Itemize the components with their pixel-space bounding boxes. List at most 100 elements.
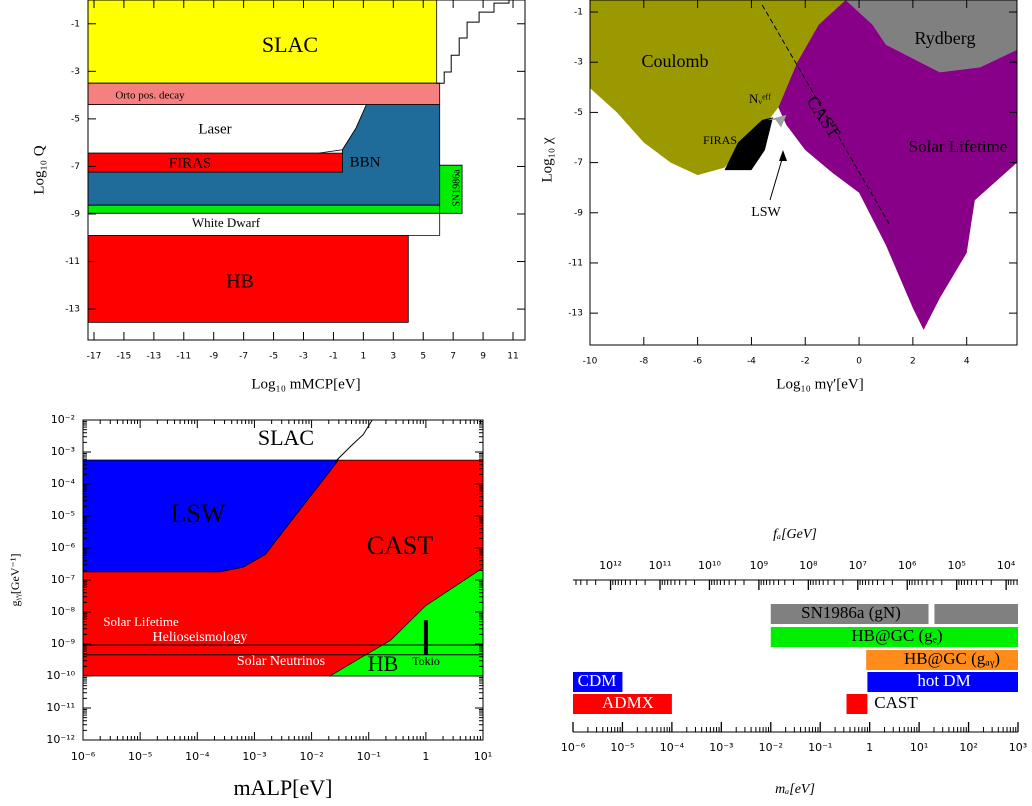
line <box>334 419 373 463</box>
region-label: White Dwarf <box>192 215 261 230</box>
x-tick-label: 10⁻³ <box>242 750 266 763</box>
x-axis-label: Log₁₀ mMCP[eV] <box>251 376 360 392</box>
x2-tick-label: 10⁹ <box>750 559 768 572</box>
region-label: CDM <box>578 671 617 690</box>
region <box>87 152 343 173</box>
region-label: SN1986a (gN) <box>801 603 901 622</box>
x2-tick-label: 10¹¹ <box>649 559 672 572</box>
x-tick-label: 3 <box>390 352 396 362</box>
y-tick-label: -11 <box>568 258 583 268</box>
range-bar <box>770 627 1018 647</box>
x-tick-label: 10¹ <box>910 741 928 754</box>
x-tick-label: 10² <box>959 741 977 754</box>
region-label: Orto pos. decay <box>115 90 185 102</box>
x-tick-label: 5 <box>420 352 426 362</box>
region-label: BBN <box>350 154 381 170</box>
lsw-arrow <box>769 150 787 201</box>
x-axis-label: Log₁₀ mγ′[eV] <box>776 376 863 392</box>
x2-axis-label: fₐ[GeV] <box>773 527 817 542</box>
x-axis-label: mALP[eV] <box>234 775 333 800</box>
region <box>724 117 773 171</box>
x-axis-label: mₐ[eV] <box>775 782 815 797</box>
region-label: ADMX <box>602 693 654 712</box>
x-tick-label: 10⁻² <box>299 750 323 763</box>
region-label: Laser <box>198 121 231 137</box>
region-label: FIRAS <box>169 155 212 171</box>
range-bar <box>573 672 623 692</box>
range-bar <box>866 650 1018 670</box>
y-tick-label: -3 <box>71 67 80 77</box>
region <box>439 164 463 214</box>
x-tick-label: -1 <box>329 352 338 362</box>
region <box>767 114 787 128</box>
y-tick-label: 10⁻² <box>51 413 75 426</box>
x-tick-label: 10⁻⁴ <box>185 750 210 763</box>
x-tick-label: 10⁻⁴ <box>660 741 685 754</box>
x-tick-label: 10⁻² <box>759 741 783 754</box>
y-tick-label: 10⁻⁵ <box>51 509 75 522</box>
x2-tick-label: 10¹² <box>599 559 622 572</box>
region <box>87 204 441 214</box>
x-tick-label: -10 <box>583 357 598 367</box>
y-tick-label: 10⁻⁷ <box>51 573 75 586</box>
x-tick-label: -2 <box>801 357 810 367</box>
region <box>845 0 1017 73</box>
region-label: CAST <box>874 693 918 712</box>
x-tick-label: 10⁻³ <box>709 741 733 754</box>
x-tick-label: 4 <box>964 357 970 367</box>
y-tick-label: 10⁻¹² <box>46 733 75 746</box>
y-tick-label: -9 <box>71 209 80 219</box>
range-bar <box>846 694 868 714</box>
region-label: SLAC <box>258 425 314 450</box>
region-label: Tokio <box>412 654 440 668</box>
region-label: hot DM <box>917 671 970 690</box>
arrow-head <box>779 150 787 161</box>
line <box>436 0 510 84</box>
range-bar <box>573 694 672 714</box>
x-tick-label: -15 <box>117 352 132 362</box>
x-tick-label: 1 <box>422 750 429 763</box>
x-tick-label: 10⁻¹ <box>808 741 832 754</box>
x2-tick-label: 10¹⁰ <box>698 559 721 572</box>
y-tick-label: -7 <box>71 162 80 172</box>
x-tick-label: -5 <box>269 352 278 362</box>
region-label: HB <box>368 651 399 676</box>
region-label: SLAC <box>262 32 318 57</box>
range-bar <box>934 604 1018 624</box>
x2-tick-label: 10⁶ <box>898 559 917 572</box>
region-label: Helioseismology <box>153 630 248 645</box>
region <box>778 0 1017 330</box>
x2-tick-label: 10⁸ <box>799 559 818 572</box>
y-tick-label: -1 <box>71 19 80 29</box>
region-label: Coulomb <box>641 51 708 71</box>
x-tick-label: 0 <box>856 357 862 367</box>
x-tick-label: 1 <box>361 352 367 362</box>
x-tick-label: -17 <box>87 352 102 362</box>
y-tick-label: -5 <box>574 108 583 118</box>
region-label: HB@GC (gₐᵧ) <box>904 649 1000 668</box>
region <box>590 0 846 176</box>
region-label: Rydberg <box>915 28 976 48</box>
x-tick-label: -3 <box>299 352 308 362</box>
x-tick-label: 1 <box>866 741 873 754</box>
x2-tick-label: 10⁷ <box>849 559 867 572</box>
y-tick-label: 10⁻⁶ <box>51 541 76 554</box>
region <box>87 212 441 236</box>
y-tick-label: 10⁻⁸ <box>51 605 76 618</box>
x-tick-label: -11 <box>176 352 191 362</box>
y-tick-label: 10⁻⁴ <box>51 477 76 490</box>
plot-frame <box>589 0 1018 346</box>
plot-frame <box>87 0 526 341</box>
x-tick-label: 10⁻⁵ <box>610 741 634 754</box>
x2-tick-label: 10⁵ <box>947 559 965 572</box>
y-axis-label: Log₁₀ χ <box>539 137 555 182</box>
x2-tick-label: 10⁴ <box>997 559 1016 572</box>
x-tick-label: 10⁻¹ <box>357 750 381 763</box>
x-tick-label: 10⁻⁶ <box>71 750 96 763</box>
x-tick-label: -9 <box>209 352 218 362</box>
y-tick-label: -9 <box>574 208 583 218</box>
y-axis-label: gᵧᵧ[GeV⁻¹] <box>8 554 22 607</box>
x-tick-label: 10⁻⁵ <box>128 750 152 763</box>
region-label: HB <box>226 271 254 293</box>
